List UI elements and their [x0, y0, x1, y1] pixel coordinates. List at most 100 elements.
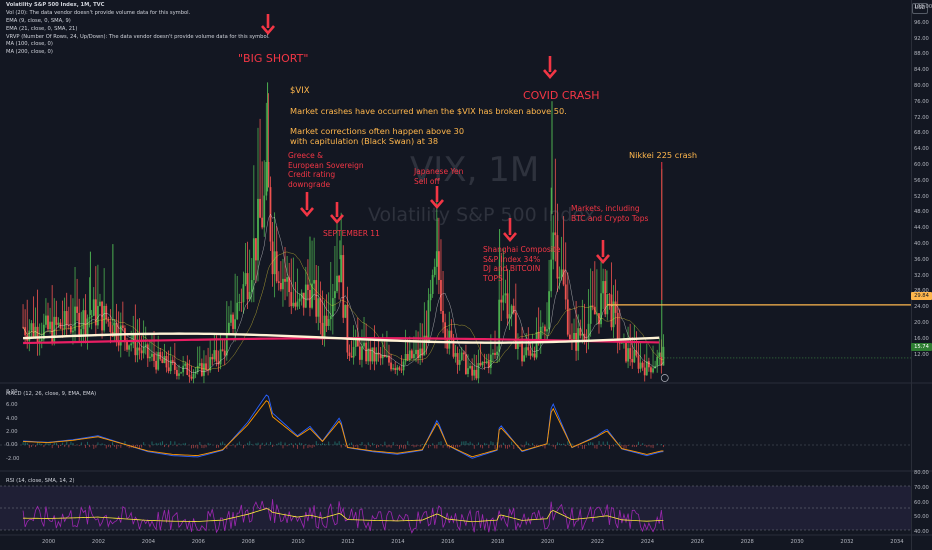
macd-histogram-bar [556, 442, 558, 445]
candle-body [317, 298, 320, 317]
candle-body [656, 356, 659, 366]
macd-histogram-bar [57, 445, 59, 448]
macd-histogram-bar [461, 441, 463, 445]
legend-ema21[interactable]: EMA (21, close, 0, SMA, 21) [6, 25, 78, 32]
candle-body [259, 198, 261, 218]
candle-body [371, 347, 374, 362]
candle-body [375, 352, 378, 362]
candle-body [67, 325, 70, 326]
macd-histogram-bar [164, 445, 165, 448]
macd-histogram-bar [243, 445, 244, 449]
annotation-greece: Greece & European Sovereign Credit ratin… [288, 151, 364, 189]
candle-body [265, 161, 268, 196]
macd-histogram-bar [465, 441, 467, 445]
macd-histogram-bar [64, 445, 66, 447]
macd-histogram-bar [513, 445, 515, 449]
candle-body [437, 251, 440, 280]
candle-body [483, 361, 486, 364]
candle-body [404, 353, 407, 362]
candle-body [533, 353, 536, 358]
candle-body [325, 315, 328, 326]
annotation-markets: Markets, including BTC and Crypto Tops [571, 204, 648, 223]
candle-body [388, 355, 390, 363]
candle-body [458, 359, 461, 365]
price-tick-label: 76.00 [914, 98, 929, 105]
macd-histogram-bar [141, 445, 143, 448]
candle-body [537, 331, 540, 343]
candle-body [209, 357, 212, 371]
candle-body [94, 299, 97, 326]
legend-ma200[interactable]: MA (200, close, 0) [6, 49, 53, 56]
macd-histogram-bar [37, 441, 39, 445]
macd-histogram-bar [627, 445, 629, 447]
candle-body [560, 269, 563, 277]
candle-body [236, 302, 239, 320]
candle-body [279, 282, 282, 290]
candle-body [240, 302, 243, 303]
macd-histogram-bar [263, 445, 265, 446]
legend-ma100[interactable]: MA (100, close, 0) [6, 41, 53, 48]
annotation-markets-line: BTC and Crypto Tops [571, 213, 649, 223]
candle-body [61, 328, 64, 330]
macd-histogram-bar [509, 445, 511, 448]
candle-body [363, 342, 365, 347]
macd-histogram-bar [114, 445, 116, 447]
candles [22, 82, 665, 384]
macd-histogram-bar [382, 445, 384, 447]
candle-body [492, 352, 494, 355]
candle-body [188, 374, 191, 377]
candle-body [354, 338, 357, 347]
rsi-label[interactable]: RSI (14, close, SMA, 14, 2) [6, 478, 75, 484]
macd-histogram-bar [168, 445, 170, 448]
time-tick-label: 2000 [42, 539, 56, 545]
macd-histogram-bar [590, 442, 592, 445]
candle-body [142, 346, 145, 354]
macd-histogram-bar [22, 442, 24, 445]
legend-symbol[interactable]: Volatility S&P 500 Index, 1M, TVC [6, 2, 105, 8]
macd-histogram-bar [455, 445, 457, 448]
arrow-covid [543, 69, 557, 79]
arrow-shanghai [503, 232, 517, 242]
candle-body [589, 305, 592, 324]
currency-button[interactable]: USD [912, 3, 928, 14]
candle-body [290, 292, 293, 307]
candle-body [277, 281, 280, 283]
macd-histogram-bar [505, 445, 506, 449]
macd-histogram-bar [26, 442, 28, 445]
macd-histogram-bar [39, 443, 41, 445]
candle-body [431, 274, 434, 294]
candle-body [494, 352, 496, 355]
macd-histogram-bar [573, 445, 575, 446]
candle-body [410, 350, 413, 359]
legend-volume[interactable]: Vol (20): The data vendor doesn't provid… [6, 9, 191, 16]
annotation-greece-line: downgrade [288, 179, 331, 189]
macd-histogram-bar [596, 445, 598, 449]
macd-histogram-bar [307, 445, 309, 449]
macd-histogram-bar [191, 445, 192, 449]
macd-label[interactable]: MACD (12, 26, close, 9, EMA, EMA) [6, 391, 97, 397]
legend-vrvp[interactable]: VRVP (Number Of Rows, 24, Up/Down): The … [6, 33, 270, 40]
macd-histogram-bar [234, 445, 236, 448]
candle-body [55, 316, 58, 325]
candle-body [593, 306, 596, 315]
macd-histogram-bar [434, 445, 436, 449]
candle-body [514, 312, 517, 349]
macd-histogram-bar [134, 445, 136, 448]
arrow-yen [430, 199, 444, 209]
macd-histogram-bar [311, 445, 313, 449]
macd-histogram-bar [209, 443, 211, 445]
legend-ema9[interactable]: EMA (9, close, 0, SMA, 9) [6, 17, 71, 24]
candle-body [92, 299, 95, 316]
candle-body [398, 367, 401, 370]
candle-body [383, 355, 386, 358]
time-tick-label: 2008 [241, 539, 255, 545]
macd-histogram-bar [45, 442, 47, 445]
macd-histogram-bar [482, 445, 484, 449]
candle-body [479, 363, 482, 366]
macd-histogram-bar [85, 445, 86, 448]
candle-body [211, 357, 214, 360]
candle-body [261, 217, 264, 228]
candle-body [647, 361, 650, 368]
